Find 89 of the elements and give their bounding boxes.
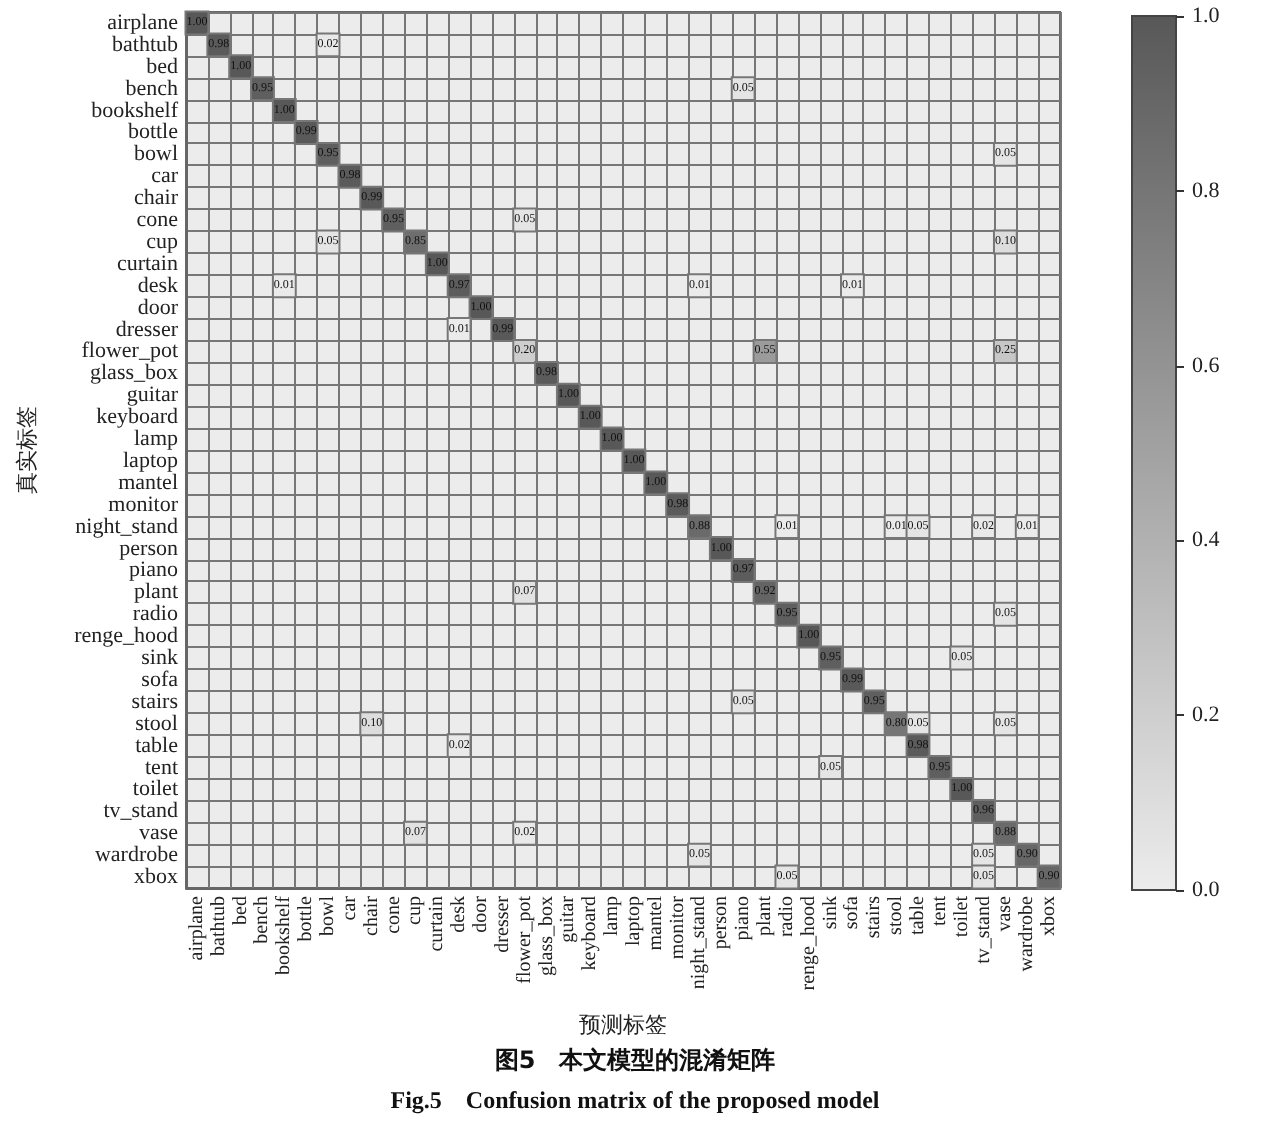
x-tick-label: glass_box [535, 896, 558, 976]
caption: Fig.5 Confusion matrix of the proposed model [390, 1086, 881, 1114]
y-tick-label: sofa [141, 667, 179, 692]
y-tick-label: stairs [131, 689, 178, 714]
y-tick-label: car [151, 164, 179, 189]
y-tick-label: table [135, 733, 179, 758]
y-tick-label: chair [134, 186, 179, 211]
x-tick-label: bed [229, 896, 252, 925]
y-tick-label: tv_stand [103, 799, 179, 824]
x-tick-label: monitor [666, 894, 689, 960]
y-tick-label: vase [138, 821, 179, 846]
x-tick-label: table [906, 894, 929, 935]
x-tick-label: car [338, 894, 361, 921]
y-axis-title: 真实标签 [14, 406, 40, 494]
y-tick-label: stool [135, 711, 178, 736]
x-tick-label: keyboard [579, 896, 602, 971]
color-bar-label: 0.2 [1192, 703, 1220, 728]
y-tick-label: cup [146, 229, 179, 254]
y-tick-label: door [137, 295, 179, 320]
color-bar-label: 0.0 [1192, 878, 1221, 902]
y-tick-label: bottle [127, 120, 179, 145]
y-tick-label: bathtub [112, 32, 179, 57]
y-tick-label: bookshelf [91, 98, 179, 123]
x-tick-label: wardrobe [1016, 894, 1039, 972]
x-tick-label: bookshelf [273, 894, 296, 975]
y-tick-label: cone [136, 208, 179, 233]
y-tick-label: piano [129, 558, 179, 583]
x-tick-label: plant [754, 895, 777, 936]
x-tick-label: mantel [644, 895, 667, 951]
x-tick-label: toilet [950, 895, 973, 938]
y-tick-label: dresser [115, 317, 179, 342]
y-tick-label: plant [134, 580, 178, 605]
x-tick-label: tv_stand [972, 896, 995, 964]
y-tick-label: night_stand [75, 514, 179, 539]
y-tick-label: toilet [132, 777, 178, 802]
y-tick-label: curtain [116, 251, 179, 276]
y-tick-label: wardrobe [94, 843, 179, 868]
y-tick-label: glass_box [90, 361, 179, 386]
x-tick-label: laptop [622, 896, 645, 946]
x-tick-label: bathtub [207, 896, 230, 956]
x-tick-label: guitar [557, 894, 580, 943]
y-tick-label: lamp [134, 427, 179, 452]
y-tick-label: radio [132, 602, 179, 627]
y-tick-label: guitar [126, 383, 179, 408]
x-tick-label: door [469, 894, 492, 933]
x-tick-label: sofa [841, 894, 864, 930]
x-tick-label: cup [404, 896, 427, 925]
x-tick-label: tent [928, 895, 951, 926]
x-tick-label: piano [732, 896, 755, 941]
x-axis-title: 预测标签 [579, 1012, 667, 1038]
x-tick-label: bottle [295, 894, 318, 942]
y-tick-label: desk [137, 273, 179, 298]
x-tick-label: curtain [426, 896, 449, 952]
x-tick-label: bowl [317, 895, 340, 936]
x-tick-label: person [710, 896, 733, 950]
x-tick-label: dresser [491, 894, 514, 953]
x-tick-label: chair [360, 894, 383, 936]
y-tick-label: tent [145, 755, 178, 780]
y-tick-label: sink [141, 646, 179, 671]
y-tick-label: bed [146, 54, 179, 79]
color-bar-label: 0.8 [1192, 178, 1221, 203]
y-tick-label: flower_pot [81, 339, 178, 364]
x-tick-label: stool [885, 895, 908, 935]
color-bar-label: 0.4 [1192, 528, 1221, 553]
x-tick-label: lamp [601, 896, 624, 936]
x-tick-label: sink [819, 896, 842, 930]
y-tick-label: renge_hood [74, 624, 179, 649]
x-tick-label: xbox [1038, 896, 1061, 936]
color-bar-label: 1.0 [1192, 4, 1221, 28]
y-tick-label: airplane [107, 10, 179, 35]
y-tick-label: xbox [134, 865, 179, 890]
x-tick-label: flower_pot [513, 895, 536, 984]
y-tick-label: bench [125, 76, 179, 101]
y-tick-label: laptop [123, 448, 179, 473]
x-tick-label: renge_hood [797, 896, 820, 991]
x-tick-label: bench [251, 896, 274, 944]
y-tick-label: bowl [134, 142, 178, 167]
x-tick-label: stairs [863, 895, 886, 939]
caption: 图5 本文模型的混淆矩阵 [494, 1046, 776, 1074]
color-bar-label: 0.6 [1192, 353, 1221, 378]
y-tick-label: person [119, 536, 179, 561]
y-tick-label: keyboard [96, 405, 179, 430]
y-tick-label: mantel [118, 470, 178, 495]
x-tick-label: cone [382, 894, 405, 934]
x-tick-label: night_stand [688, 896, 711, 990]
x-tick-label: radio [775, 896, 798, 938]
x-tick-label: desk [448, 896, 471, 933]
x-tick-label: vase [994, 894, 1017, 932]
y-tick-label: monitor [108, 492, 179, 517]
